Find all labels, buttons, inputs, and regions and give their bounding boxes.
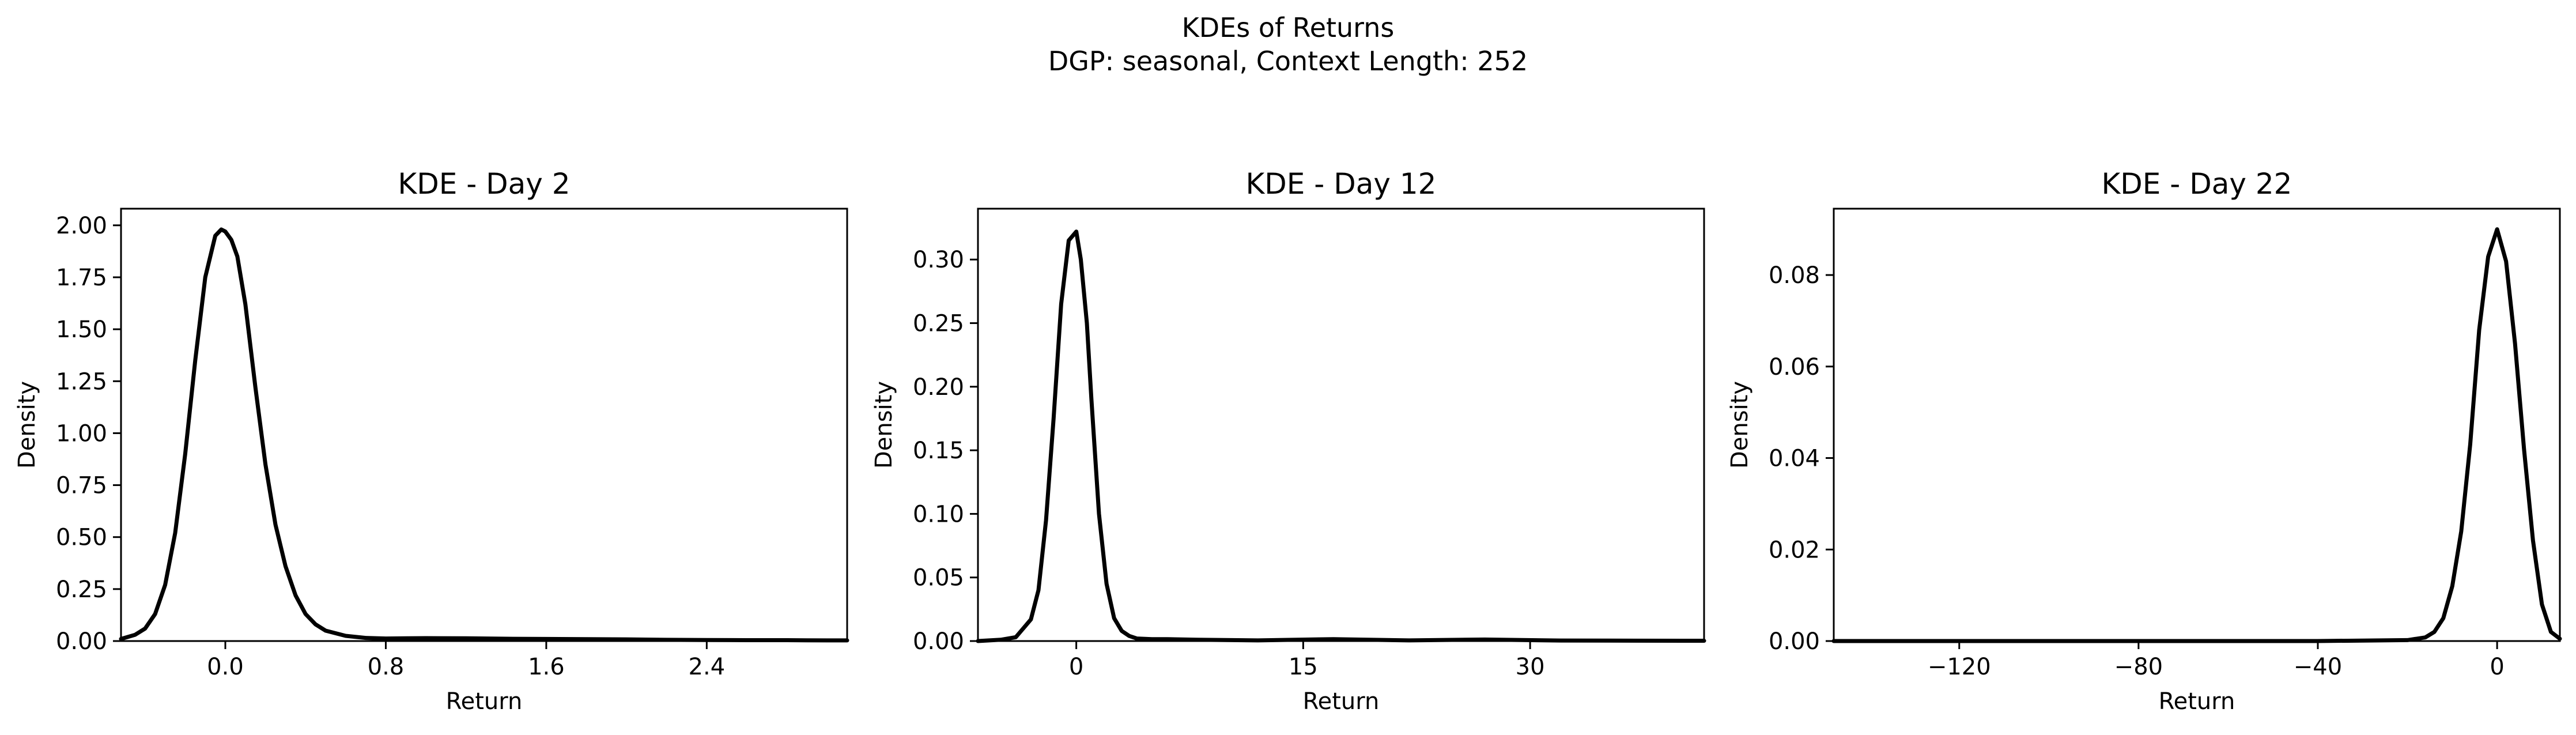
y-tick-label: 0.04	[1769, 446, 1820, 472]
y-tick-label: 0.00	[913, 628, 964, 655]
x-tick-label: 1.6	[528, 654, 565, 680]
plot-frame	[120, 208, 848, 642]
y-axis-label: Density	[1727, 381, 1753, 469]
y-axis-label: Density	[871, 381, 897, 469]
y-tick-label: 0.20	[913, 374, 964, 401]
y-tick-label: 1.00	[56, 420, 107, 447]
figure-subtitle: DGP: seasonal, Context Length: 252	[1048, 46, 1528, 77]
x-tick-label: 0	[1069, 654, 1083, 680]
x-tick-label: 0.8	[368, 654, 405, 680]
y-tick-label: 0.10	[913, 501, 964, 527]
x-axis-label: Return	[1303, 688, 1380, 715]
x-axis-label: Return	[2159, 688, 2235, 715]
plot-frame	[977, 208, 1705, 642]
x-tick-label: −40	[2294, 654, 2342, 680]
y-tick-label: 0.15	[913, 438, 964, 464]
kde-panel-1: 0.0 0.8 1.6 2.4 0.00 0.25 0.50 0.75 1.00 1.25 1.50…	[14, 167, 849, 715]
kde-panel-2: 0 15 30 0.00 0.05 0.10 0.15 0.20 0.25 0.30 KDE - D…	[871, 167, 1706, 715]
x-tick-label: 2.4	[689, 654, 726, 680]
x-tick-label: 0	[2490, 654, 2504, 680]
y-tick-label: 0.06	[1769, 354, 1820, 380]
x-tick-label: 15	[1289, 654, 1318, 680]
y-tick-label: 1.50	[56, 316, 107, 343]
plot-frame	[1833, 208, 2561, 642]
kde-curve	[976, 229, 1706, 643]
x-tick-label: −120	[1928, 654, 1991, 680]
kde-curve	[1831, 227, 2562, 643]
panel-title: KDE - Day 22	[2102, 167, 2292, 201]
x-axis-label: Return	[446, 688, 523, 715]
y-tick-label: 0.75	[56, 473, 107, 499]
x-tick-label: 30	[1516, 654, 1545, 680]
x-tick-label: −80	[2114, 654, 2163, 680]
kde-curve	[119, 227, 849, 643]
y-tick-label: 1.75	[56, 265, 107, 291]
y-tick-label: 0.25	[913, 311, 964, 337]
x-tick-label: 0.0	[207, 654, 244, 680]
panel-title: KDE - Day 2	[398, 167, 570, 201]
y-tick-label: 0.25	[56, 576, 107, 603]
y-tick-label: 0.05	[913, 565, 964, 591]
figure-title: KDEs of Returns	[1182, 12, 1395, 43]
kde-panel-3: −120 −80 −40 0 0.00 0.02 0.04 0.06 0.08 KDE - Day…	[1727, 167, 2562, 715]
y-tick-label: 0.30	[913, 247, 964, 273]
y-tick-label: 0.02	[1769, 537, 1820, 563]
y-tick-label: 2.00	[56, 213, 107, 239]
y-tick-label: 0.00	[56, 628, 107, 655]
y-tick-label: 1.25	[56, 368, 107, 395]
y-tick-label: 0.50	[56, 525, 107, 551]
y-axis-label: Density	[14, 381, 40, 469]
y-tick-label: 0.08	[1769, 262, 1820, 289]
y-tick-label: 0.00	[1769, 628, 1820, 655]
panel-title: KDE - Day 12	[1246, 167, 1437, 201]
